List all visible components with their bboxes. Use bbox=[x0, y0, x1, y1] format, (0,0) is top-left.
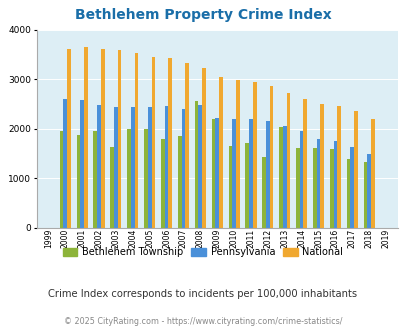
Bar bbox=[303, 99, 307, 228]
Bar bbox=[219, 77, 222, 228]
Bar bbox=[84, 47, 87, 228]
Bar bbox=[249, 119, 252, 228]
Bar bbox=[67, 49, 70, 228]
Bar bbox=[320, 105, 323, 228]
Bar bbox=[202, 68, 205, 228]
Bar bbox=[177, 136, 181, 228]
Bar bbox=[63, 99, 67, 228]
Text: Bethlehem Property Crime Index: Bethlehem Property Crime Index bbox=[75, 8, 330, 22]
Bar bbox=[299, 131, 303, 228]
Bar bbox=[370, 119, 374, 228]
Bar bbox=[185, 63, 189, 228]
Bar bbox=[110, 147, 114, 228]
Bar bbox=[211, 119, 215, 228]
Bar bbox=[235, 80, 239, 228]
Bar bbox=[151, 57, 155, 228]
Bar bbox=[164, 106, 168, 228]
Bar bbox=[353, 111, 357, 228]
Bar bbox=[93, 131, 97, 228]
Bar bbox=[346, 159, 350, 228]
Bar bbox=[130, 107, 134, 228]
Bar bbox=[114, 107, 117, 228]
Bar bbox=[337, 106, 340, 228]
Bar bbox=[252, 82, 256, 228]
Bar bbox=[127, 129, 130, 228]
Bar bbox=[181, 110, 185, 228]
Bar bbox=[269, 86, 273, 228]
Bar bbox=[117, 50, 121, 228]
Bar bbox=[286, 93, 290, 228]
Bar bbox=[265, 121, 269, 228]
Bar bbox=[60, 131, 63, 228]
Bar bbox=[262, 157, 265, 228]
Bar bbox=[333, 141, 337, 228]
Bar bbox=[232, 119, 235, 228]
Bar bbox=[245, 143, 249, 228]
Bar bbox=[168, 58, 172, 228]
Bar bbox=[77, 135, 80, 228]
Bar bbox=[80, 100, 84, 228]
Bar bbox=[329, 149, 333, 228]
Bar bbox=[215, 118, 219, 228]
Bar bbox=[194, 101, 198, 228]
Bar bbox=[279, 127, 282, 228]
Bar bbox=[100, 49, 104, 228]
Bar bbox=[316, 139, 320, 228]
Text: © 2025 CityRating.com - https://www.cityrating.com/crime-statistics/: © 2025 CityRating.com - https://www.city… bbox=[64, 317, 341, 326]
Bar bbox=[363, 162, 367, 228]
Bar bbox=[144, 129, 147, 228]
Legend: Bethlehem Township, Pennsylvania, National: Bethlehem Township, Pennsylvania, Nation… bbox=[59, 243, 346, 261]
Bar bbox=[282, 126, 286, 228]
Bar bbox=[97, 105, 100, 228]
Text: Crime Index corresponds to incidents per 100,000 inhabitants: Crime Index corresponds to incidents per… bbox=[48, 289, 357, 299]
Bar bbox=[147, 107, 151, 228]
Bar bbox=[350, 147, 353, 228]
Bar bbox=[161, 139, 164, 228]
Bar bbox=[295, 148, 299, 228]
Bar bbox=[134, 53, 138, 228]
Bar bbox=[367, 154, 370, 228]
Bar bbox=[198, 106, 202, 228]
Bar bbox=[312, 148, 316, 228]
Bar bbox=[228, 146, 232, 228]
